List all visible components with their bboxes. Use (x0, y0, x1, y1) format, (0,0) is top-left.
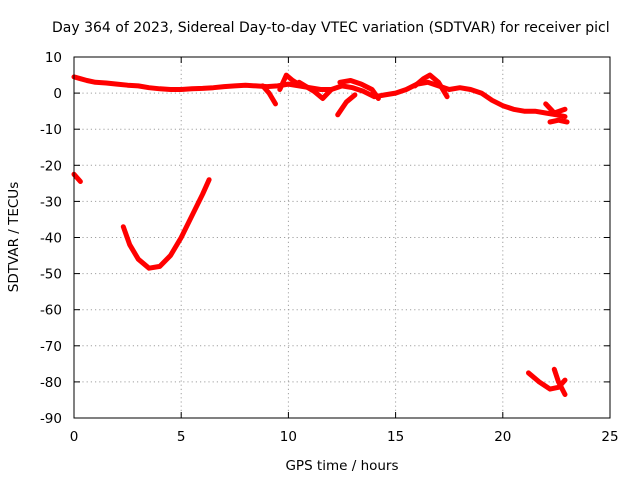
series-parabola (120, 177, 212, 271)
y-tick-label: -70 (40, 339, 62, 355)
series-fork-22b (547, 117, 570, 125)
series-loop-11 (296, 79, 334, 101)
series-spike-9 (260, 83, 278, 107)
y-tick-label: 10 (45, 50, 62, 66)
series-bump-16 (412, 72, 450, 100)
series-dip-12 (335, 92, 358, 118)
x-axis-label: GPS time / hours (285, 458, 398, 474)
y-tick-label: -30 (40, 194, 62, 210)
y-tick-label: -60 (40, 303, 62, 319)
y-tick-label: -50 (40, 267, 62, 283)
x-tick-label: 20 (494, 429, 511, 445)
chart-title: Day 364 of 2023, Sidereal Day-to-day VTE… (52, 20, 610, 36)
series-hump-13 (337, 78, 381, 101)
series-late-spike (551, 366, 568, 397)
series-start-blip (71, 171, 83, 184)
x-tick-label: 5 (177, 429, 186, 445)
series-fork-22 (543, 101, 568, 116)
y-tick-label: -20 (40, 158, 62, 174)
y-axis-label: SDTVAR / TECUs (6, 182, 22, 292)
y-tick-label: 0 (53, 86, 62, 102)
data-series (71, 72, 570, 397)
x-tick-label: 25 (601, 429, 618, 445)
x-tick-label: 0 (70, 429, 79, 445)
y-tick-label: -80 (40, 375, 62, 391)
y-tick-label: -10 (40, 122, 62, 138)
grid-lines (74, 57, 610, 418)
x-tick-label: 15 (387, 429, 404, 445)
series-main-trace (71, 74, 568, 120)
axis-ticks: 0 5 10 15 20 25 10 0 -10 -20 -30 -40 -50 -60 -70 -80 -90 (40, 50, 619, 445)
y-tick-label: -90 (40, 411, 62, 427)
y-tick-label: -40 (40, 231, 62, 247)
x-tick-label: 10 (280, 429, 297, 445)
